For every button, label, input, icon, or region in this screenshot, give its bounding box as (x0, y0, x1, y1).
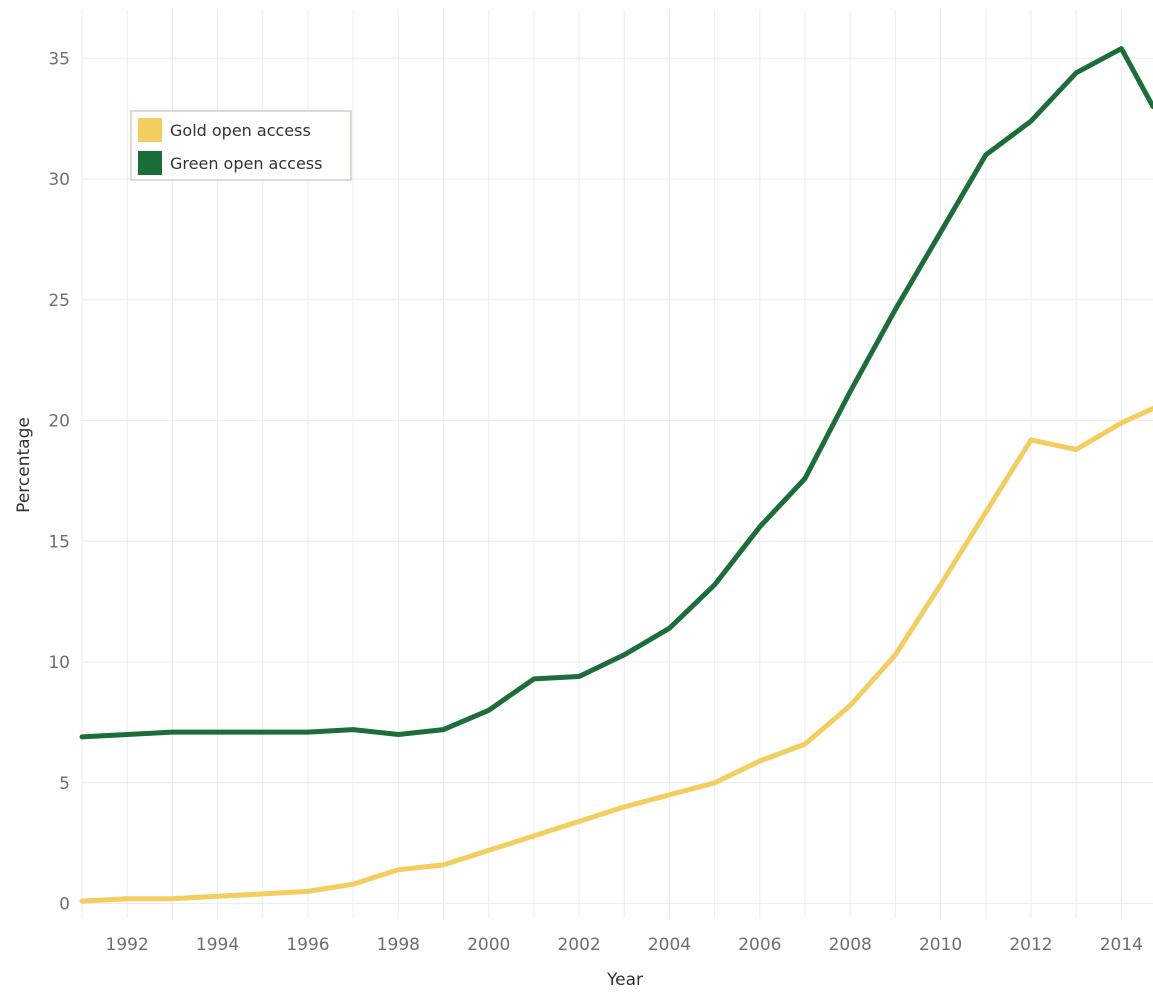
x-tick-label: 1994 (196, 935, 239, 955)
x-tick-label: 2004 (648, 935, 691, 955)
legend-label-gold: Gold open access (170, 121, 311, 140)
y-tick-label: 0 (59, 895, 70, 915)
series-line-green (79, 46, 1153, 740)
y-tick-label: 20 (48, 412, 70, 432)
x-tick-label: 2012 (1009, 935, 1052, 955)
y-tick-label: 30 (48, 170, 70, 190)
x-tick-label: 2006 (738, 935, 781, 955)
x-tick-label: 2008 (829, 935, 872, 955)
y-tick-label: 35 (48, 49, 70, 69)
x-tick-label: 2014 (1100, 935, 1143, 955)
legend-swatch-green (138, 151, 162, 175)
y-axis-title: Percentage (14, 417, 34, 513)
x-tick-label: 2002 (557, 935, 600, 955)
x-tick-label: 1996 (286, 935, 329, 955)
x-tick-label: 2010 (919, 935, 962, 955)
x-tick-label: 1998 (377, 935, 420, 955)
y-tick-label: 15 (48, 532, 70, 552)
legend-box (130, 110, 352, 181)
x-axis-title: Year (606, 970, 643, 990)
legend: Gold open access Green open access (130, 110, 352, 181)
series-lines (79, 46, 1153, 904)
y-tick-label: 5 (59, 774, 70, 794)
series-line-gold (79, 406, 1153, 904)
y-tick-label: 25 (48, 291, 70, 311)
legend-swatch-gold (138, 118, 162, 142)
x-tick-label: 2000 (467, 935, 510, 955)
x-tick-label: 1992 (106, 935, 149, 955)
x-axis-ticks: 1992 1994 1996 1998 2000 2002 2004 2006 2008 2010… (106, 935, 1143, 955)
y-axis-ticks: 0 5 10 15 20 25 30 35 (48, 49, 70, 914)
legend-label-green: Green open access (170, 154, 322, 173)
y-tick-label: 10 (48, 653, 70, 673)
